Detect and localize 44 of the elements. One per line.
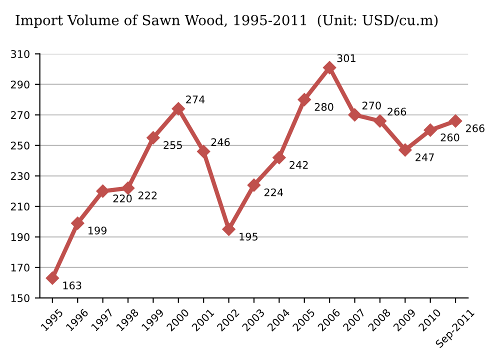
point (197, 144, 210, 158)
point (96, 184, 110, 198)
data-label: 266 (388, 108, 406, 116)
data-label: 270 (362, 102, 381, 110)
y-tick-label: 270 (11, 111, 30, 119)
data-label: 220 (113, 194, 132, 202)
y-tick-label: 290 (11, 80, 30, 88)
data-label: 280 (314, 103, 334, 111)
y-tick-label: 250 (11, 142, 30, 150)
data-label: 246 (211, 138, 230, 146)
point (71, 216, 84, 230)
data-label: 224 (264, 188, 283, 196)
data-label: 247 (416, 153, 434, 162)
point (398, 143, 412, 157)
y-tick-label: 230 (11, 172, 30, 180)
data-label: 266 (466, 124, 484, 132)
point (46, 272, 60, 285)
point (448, 114, 462, 128)
y-tick-label: 310 (11, 50, 30, 58)
chart-title: Import Volume of Sawn Wood, 1995-2011 (Unit: USD/cu.m) (16, 14, 438, 28)
y-tick-label: 170 (11, 264, 30, 272)
data-label: 242 (290, 160, 308, 169)
data-label: 199 (88, 226, 106, 234)
point (298, 93, 311, 106)
data-label: 274 (186, 95, 205, 104)
point (146, 131, 160, 144)
point (348, 108, 362, 122)
data-label: 195 (240, 232, 258, 241)
data-label: 255 (164, 141, 182, 150)
point (373, 114, 387, 128)
y-tick-label: 190 (11, 233, 30, 242)
data-label: 301 (337, 54, 356, 62)
point (322, 60, 336, 74)
point (247, 178, 261, 192)
y-tick-label: 150 (11, 294, 30, 302)
data-label: 222 (138, 191, 157, 200)
data-label: 260 (440, 134, 460, 142)
point (121, 182, 135, 195)
data-label: 163 (63, 282, 82, 290)
point (424, 124, 437, 137)
point (172, 102, 185, 116)
y-tick-label: 210 (11, 202, 30, 211)
point (222, 222, 236, 236)
point (272, 151, 286, 164)
